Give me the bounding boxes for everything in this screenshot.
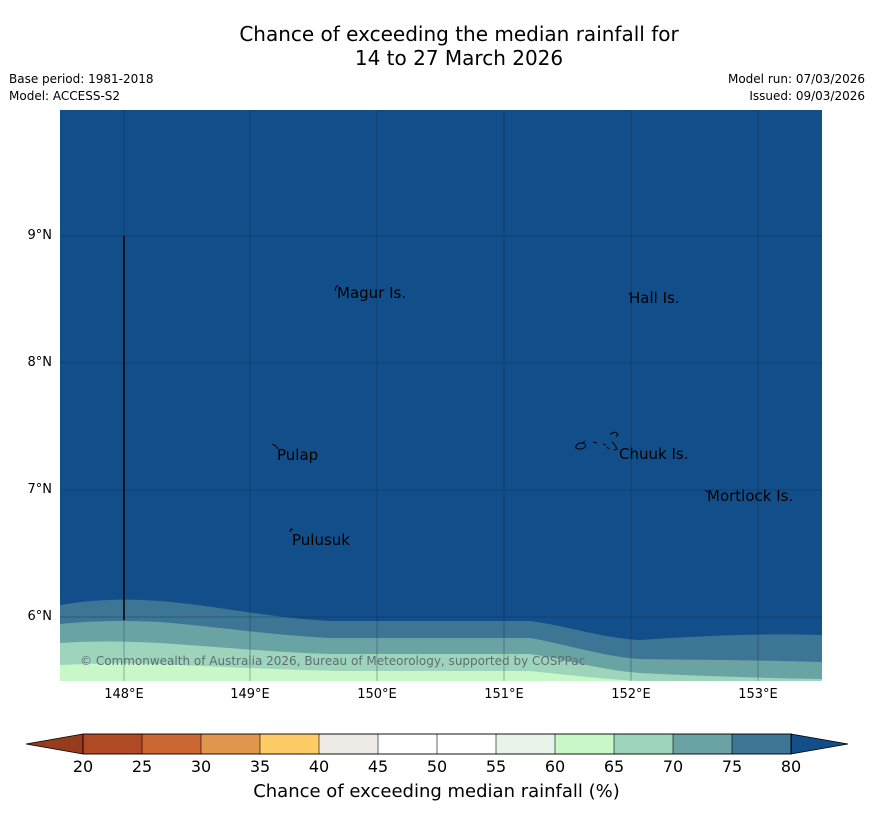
colorbar-cell xyxy=(377,733,438,755)
chart-title: Chance of exceeding the median rainfall … xyxy=(0,22,873,70)
lat-label-8n: 8°N xyxy=(27,355,53,370)
place-label-pulap: Pulap xyxy=(277,446,319,464)
colorbar-high-extend xyxy=(791,734,848,754)
meta-left: Base period: 1981-2018 Model: ACCESS-S2 xyxy=(9,71,154,105)
title-line-1: Chance of exceeding the median rainfall … xyxy=(239,22,679,46)
colorbar-cells xyxy=(82,733,792,755)
place-label-mortlock: Mortlock Is. xyxy=(707,487,794,505)
colorbar-cell xyxy=(613,733,674,755)
colorbar-cell xyxy=(82,733,143,755)
colorbar-tick-label: 55 xyxy=(485,757,507,776)
issued-date: Issued: 09/03/2026 xyxy=(749,89,865,103)
colorbar-cell xyxy=(141,733,202,755)
colorbar-tick-label: 70 xyxy=(662,757,684,776)
lat-label-7n: 7°N xyxy=(27,482,53,497)
lon-label-152e: 152°E xyxy=(611,687,651,702)
colorbar-tick-label: 75 xyxy=(721,757,743,776)
model-run: Model run: 07/03/2026 xyxy=(727,72,865,86)
colorbar-tick-label: 60 xyxy=(544,757,566,776)
colorbar xyxy=(25,733,849,755)
lat-label-6n: 6°N xyxy=(27,609,53,624)
lon-label-149e: 149°E xyxy=(230,687,270,702)
colorbar-cell xyxy=(731,733,792,755)
island-outlines xyxy=(271,284,709,533)
ocean-band-80 xyxy=(60,110,822,681)
title-line-2: 14 to 27 March 2026 xyxy=(354,46,564,70)
map-area[interactable] xyxy=(60,110,822,681)
place-label-hall: Hall Is. xyxy=(629,289,680,307)
band-60-65 xyxy=(60,663,640,681)
model-name: Model: ACCESS-S2 xyxy=(9,89,121,103)
lon-label-153e: 153°E xyxy=(738,687,778,702)
place-label-chuuk: Chuuk Is. xyxy=(619,445,689,463)
lon-label-148e: 148°E xyxy=(104,687,144,702)
colorbar-cell xyxy=(318,733,379,755)
base-period: Base period: 1981-2018 xyxy=(9,72,154,86)
gridlines xyxy=(60,110,822,681)
lon-label-150e: 150°E xyxy=(357,687,397,702)
colorbar-cell xyxy=(672,733,733,755)
colorbar-tick-label: 50 xyxy=(426,757,448,776)
lon-label-151e: 151°E xyxy=(484,687,524,702)
colorbar-low-extend xyxy=(26,734,83,754)
colorbar-tick-label: 80 xyxy=(780,757,802,776)
colorbar-cell xyxy=(495,733,556,755)
lat-label-9n: 9°N xyxy=(27,228,53,243)
colorbar-tick-label: 45 xyxy=(367,757,389,776)
colorbar-cell xyxy=(259,733,320,755)
place-label-magur: Magur Is. xyxy=(337,284,407,302)
colorbar-tick-label: 25 xyxy=(131,757,153,776)
copyright-notice: © Commonwealth of Australia 2026, Bureau… xyxy=(80,654,586,668)
colorbar-tick-label: 30 xyxy=(190,757,212,776)
place-label-pulusuk: Pulusuk xyxy=(292,531,350,549)
meta-right: Model run: 07/03/2026 Issued: 09/03/2026 xyxy=(728,71,865,105)
colorbar-label: Chance of exceeding median rainfall (%) xyxy=(253,781,620,802)
colorbar-tick-label: 40 xyxy=(308,757,330,776)
colorbar-tick-label: 65 xyxy=(603,757,625,776)
colorbar-cell xyxy=(436,733,497,755)
colorbar-frame xyxy=(82,733,792,755)
colorbar-tick-label: 35 xyxy=(249,757,271,776)
colorbar-tick-label: 20 xyxy=(72,757,94,776)
colorbar-cell xyxy=(200,733,261,755)
colorbar-cell xyxy=(554,733,615,755)
